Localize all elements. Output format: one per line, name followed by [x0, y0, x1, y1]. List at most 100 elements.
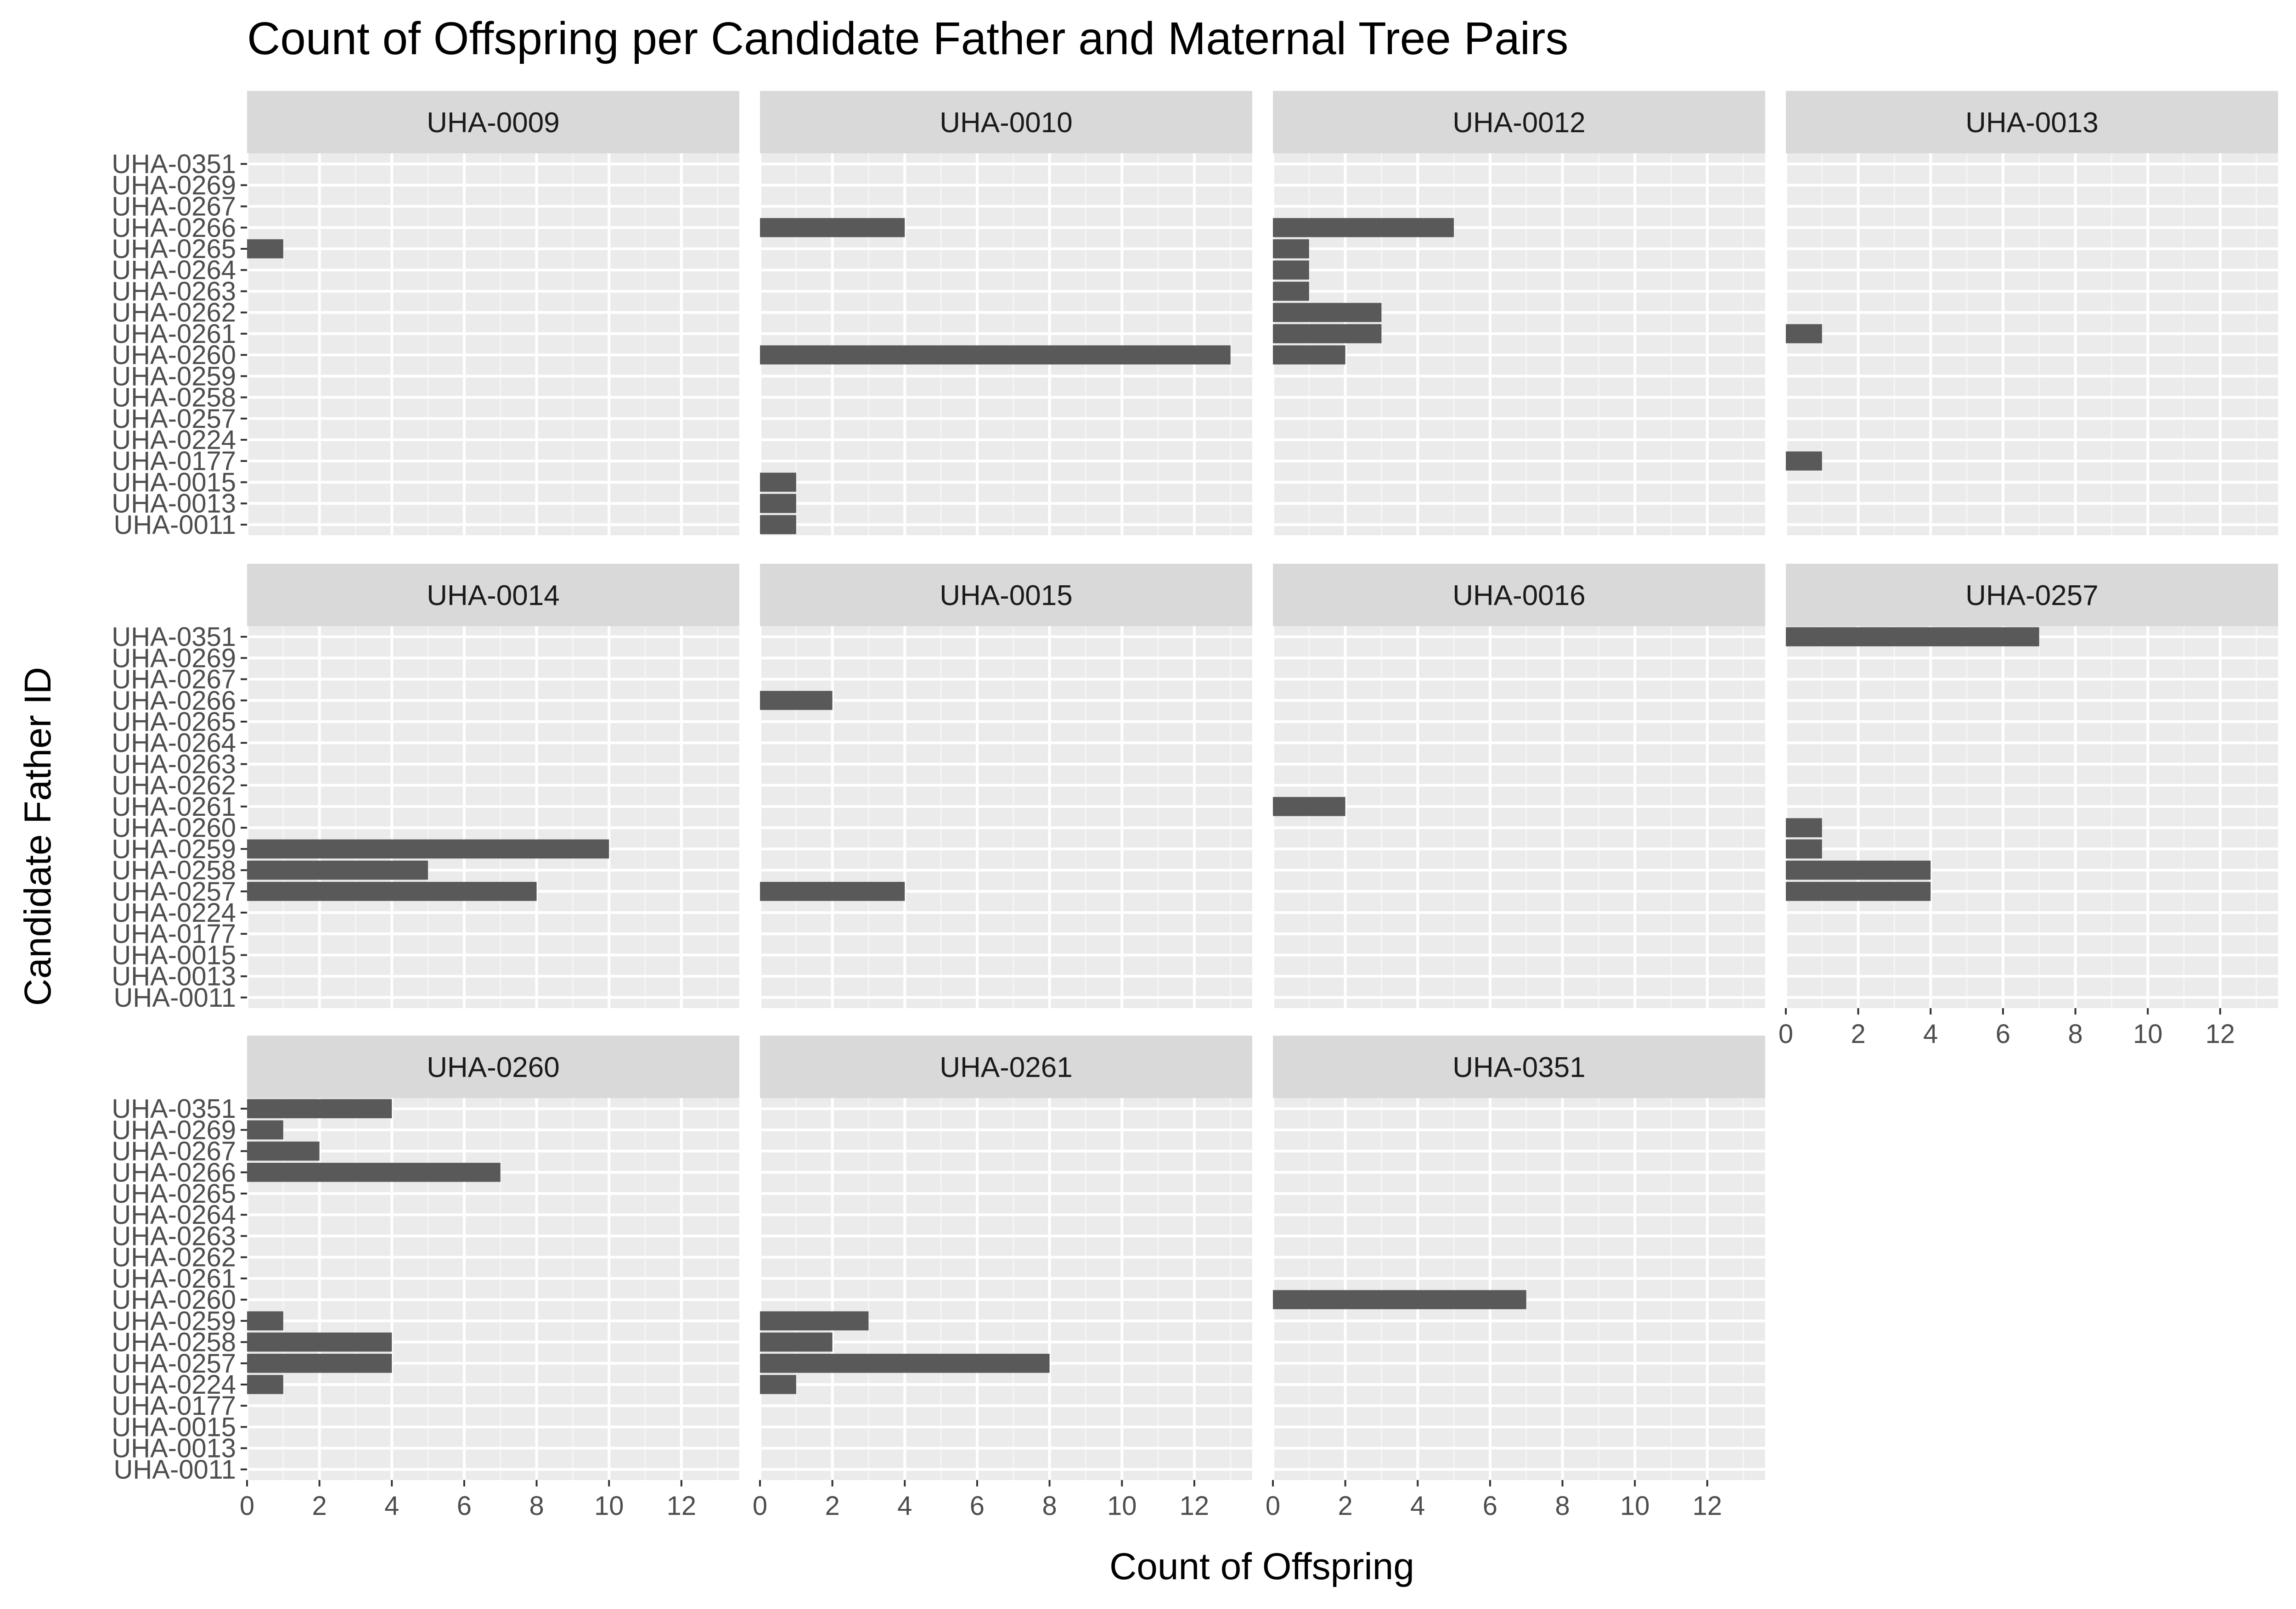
bar-uha-0014-uha-0257: [247, 881, 537, 901]
bar-uha-0261-uha-0258: [760, 1332, 833, 1352]
bar-uha-0010-uha-0015: [760, 472, 796, 492]
bar-uha-0257-uha-0259: [1786, 839, 1822, 859]
panel-background: [1273, 1098, 1765, 1480]
y-tick-label: UHA-0261: [112, 792, 236, 822]
panel-background: [1786, 626, 2278, 1008]
y-tick-label: UHA-0261: [112, 319, 236, 349]
y-tick-label: UHA-0015: [112, 467, 236, 497]
bar-uha-0013-uha-0177: [1786, 451, 1822, 471]
y-tick-label: UHA-0260: [112, 340, 236, 370]
bar-uha-0012-uha-0263: [1273, 281, 1309, 301]
bar-uha-0012-uha-0265: [1273, 239, 1309, 258]
panel-background: [760, 153, 1252, 535]
x-tick-label: 8: [1042, 1491, 1057, 1521]
x-tick-label: 4: [1410, 1491, 1425, 1521]
x-tick-label: 12: [667, 1491, 697, 1521]
y-tick-label: UHA-0257: [112, 1349, 236, 1379]
y-tick-label: UHA-0351: [112, 1094, 236, 1124]
bar-uha-0260-uha-0257: [247, 1353, 392, 1373]
facet-strip-label: UHA-0016: [1452, 580, 1585, 611]
y-tick-label: UHA-0259: [112, 361, 236, 391]
y-tick-label: UHA-0258: [112, 383, 236, 413]
x-tick-label: 2: [1851, 1019, 1866, 1049]
facet-panel-uha-0013: UHA-0013: [1784, 91, 2278, 535]
bar-uha-0260-uha-0258: [247, 1332, 392, 1352]
y-tick-label: UHA-0177: [112, 446, 236, 476]
y-tick-label: UHA-0263: [112, 749, 236, 779]
bar-uha-0012-uha-0266: [1273, 218, 1454, 237]
x-tick-label: 2: [825, 1491, 840, 1521]
facet-strip: [1273, 1036, 1765, 1098]
facet-strip: [760, 91, 1252, 153]
facet-panel-uha-0257: UHA-0257 0 2 4 6 8 10 12: [1778, 564, 2278, 1049]
bar-uha-0009-uha-0265: [247, 239, 283, 258]
facet-strip-label: UHA-0261: [940, 1052, 1072, 1083]
facet-strip-label: UHA-0351: [1452, 1052, 1585, 1083]
facet-panel-uha-0014: UHA-0014 UHA-0011UHA-0013UHA-0015UHA-0177…: [112, 564, 739, 1013]
y-tick-label: UHA-0011: [114, 983, 236, 1013]
y-tick-label: UHA-0265: [112, 707, 236, 737]
x-tick-label: 10: [594, 1491, 624, 1521]
bar-uha-0012-uha-0264: [1273, 260, 1309, 280]
y-tick-label: UHA-0261: [112, 1264, 236, 1294]
y-tick-label: UHA-0224: [112, 898, 236, 928]
bar-uha-0010-uha-0266: [760, 218, 905, 237]
y-tick-label: UHA-0011: [114, 510, 236, 540]
x-tick-label: 4: [897, 1491, 912, 1521]
x-tick-label: 12: [2206, 1019, 2235, 1049]
y-tick-label: UHA-0266: [112, 1158, 236, 1188]
panel-background: [760, 1098, 1252, 1480]
facet-strip: [1273, 564, 1765, 626]
y-tick-label: UHA-0265: [112, 234, 236, 264]
facet-strip-label: UHA-0013: [1965, 107, 2098, 139]
panel-background: [760, 626, 1252, 1008]
y-tick-label: UHA-0264: [112, 255, 236, 285]
x-tick-label: 2: [312, 1491, 327, 1521]
facet-strip-label: UHA-0015: [940, 580, 1072, 611]
bar-uha-0261-uha-0224: [760, 1375, 796, 1394]
bar-uha-0257-uha-0260: [1786, 818, 1822, 837]
x-tick-label: 10: [1620, 1491, 1650, 1521]
facet-strip-label: UHA-0012: [1452, 107, 1585, 139]
facet-panel-uha-0012: UHA-0012: [1272, 91, 1765, 535]
x-tick-label: 6: [1996, 1019, 2010, 1049]
y-tick-label: UHA-0269: [112, 170, 236, 200]
y-tick-label: UHA-0262: [112, 771, 236, 801]
facet-strip: [247, 91, 739, 153]
facet-panel-uha-0015: UHA-0015: [759, 564, 1252, 1008]
x-tick-label: 8: [529, 1491, 544, 1521]
bar-uha-0260-uha-0224: [247, 1375, 283, 1394]
x-tick-label: 6: [457, 1491, 472, 1521]
y-tick-label: UHA-0257: [112, 404, 236, 434]
y-tick-label: UHA-0263: [112, 276, 236, 306]
bar-uha-0012-uha-0261: [1273, 324, 1382, 343]
y-tick-label: UHA-0263: [112, 1221, 236, 1251]
facet-strip-label: UHA-0009: [427, 107, 559, 139]
facet-strip: [760, 1036, 1252, 1098]
y-tick-label: UHA-0267: [112, 665, 236, 695]
facet-panel-uha-0016: UHA-0016: [1272, 564, 1765, 1008]
bar-uha-0014-uha-0259: [247, 839, 609, 859]
bar-uha-0010-uha-0013: [760, 493, 796, 513]
x-tick-label: 4: [1923, 1019, 1938, 1049]
x-tick-label: 10: [2133, 1019, 2163, 1049]
facet-strip: [1786, 564, 2278, 626]
facet-strip-label: UHA-0010: [940, 107, 1072, 139]
facet-strip: [247, 1036, 739, 1098]
panel-background: [247, 153, 739, 535]
y-tick-label: UHA-0351: [112, 149, 236, 179]
y-tick-label: UHA-0257: [112, 877, 236, 907]
facet-strip: [1786, 91, 2278, 153]
bar-uha-0010-uha-0011: [760, 515, 796, 534]
y-tick-label: UHA-0224: [112, 1370, 236, 1400]
y-tick-label: UHA-0264: [112, 728, 236, 758]
y-tick-label: UHA-0269: [112, 1115, 236, 1145]
y-tick-label: UHA-0177: [112, 919, 236, 949]
bar-uha-0257-uha-0351: [1786, 627, 2039, 646]
facet-strip-label: UHA-0257: [1965, 580, 2098, 611]
facet-strip-label: UHA-0260: [427, 1052, 559, 1083]
x-axis-title: Count of Offspring: [1109, 1546, 1414, 1587]
bar-uha-0016-uha-0261: [1273, 797, 1345, 816]
y-tick-label: UHA-0015: [112, 1412, 236, 1442]
